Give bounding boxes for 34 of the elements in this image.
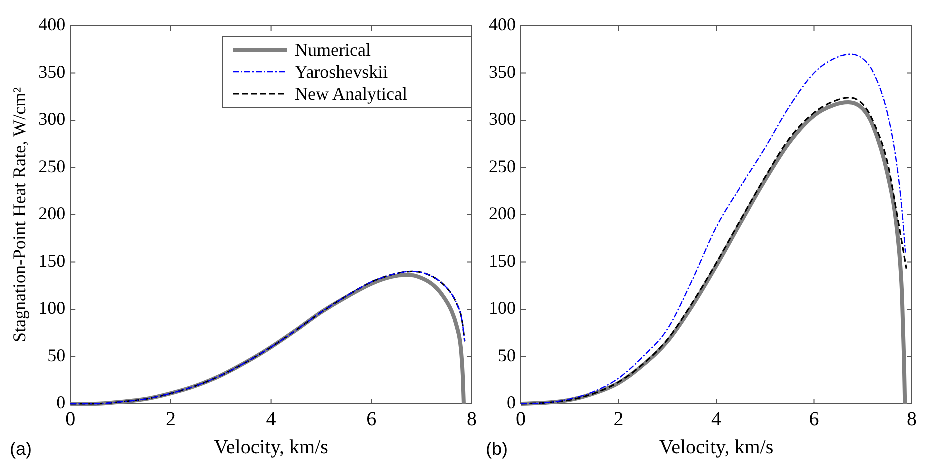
x-tick-label: 4 — [266, 408, 276, 430]
y-tick-label: 50 — [48, 345, 66, 366]
y-tick-label: 350 — [38, 62, 66, 82]
y-tick-label: 300 — [38, 109, 66, 130]
legend-label: Numerical — [295, 39, 371, 61]
x-tick-label: 2 — [614, 408, 624, 430]
y-tick-label: 200 — [38, 204, 66, 224]
y-tick-label: 150 — [38, 250, 66, 271]
y-tick-label: 350 — [489, 62, 516, 82]
text: (b) — [486, 439, 508, 460]
y-tick-label: 200 — [489, 204, 516, 224]
y-tick-label: 250 — [38, 156, 66, 176]
x-axis-title: Velocity, km/s — [214, 436, 329, 458]
x-tick-label: 6 — [366, 408, 377, 430]
y-tick-label: 50 — [498, 345, 516, 366]
text: (a) — [10, 439, 32, 460]
y-tick-label: 100 — [489, 298, 516, 318]
x-tick-label: 8 — [907, 408, 917, 430]
legend-label: New Analytical — [295, 83, 408, 105]
y-tick-label: 400 — [489, 14, 516, 35]
x-tick-label: 6 — [809, 408, 820, 430]
y-axis-title: Stagnation-Point Heat Rate, W/cm² — [10, 87, 30, 343]
x-tick-label: 4 — [712, 408, 722, 430]
y-tick-label: 400 — [38, 14, 66, 35]
legend-label: Yaroshevskii — [295, 61, 388, 83]
x-tick-label: 8 — [467, 408, 477, 430]
y-tick-label: 100 — [38, 298, 66, 318]
y-tick-label: 0 — [56, 392, 66, 413]
y-tick-label: 250 — [489, 156, 516, 176]
x-tick-label: 2 — [166, 408, 176, 430]
y-tick-label: 300 — [489, 109, 516, 130]
y-tick-label: 0 — [507, 392, 516, 413]
y-tick-label: 150 — [489, 250, 516, 271]
x-axis-title: Velocity, km/s — [659, 436, 774, 458]
